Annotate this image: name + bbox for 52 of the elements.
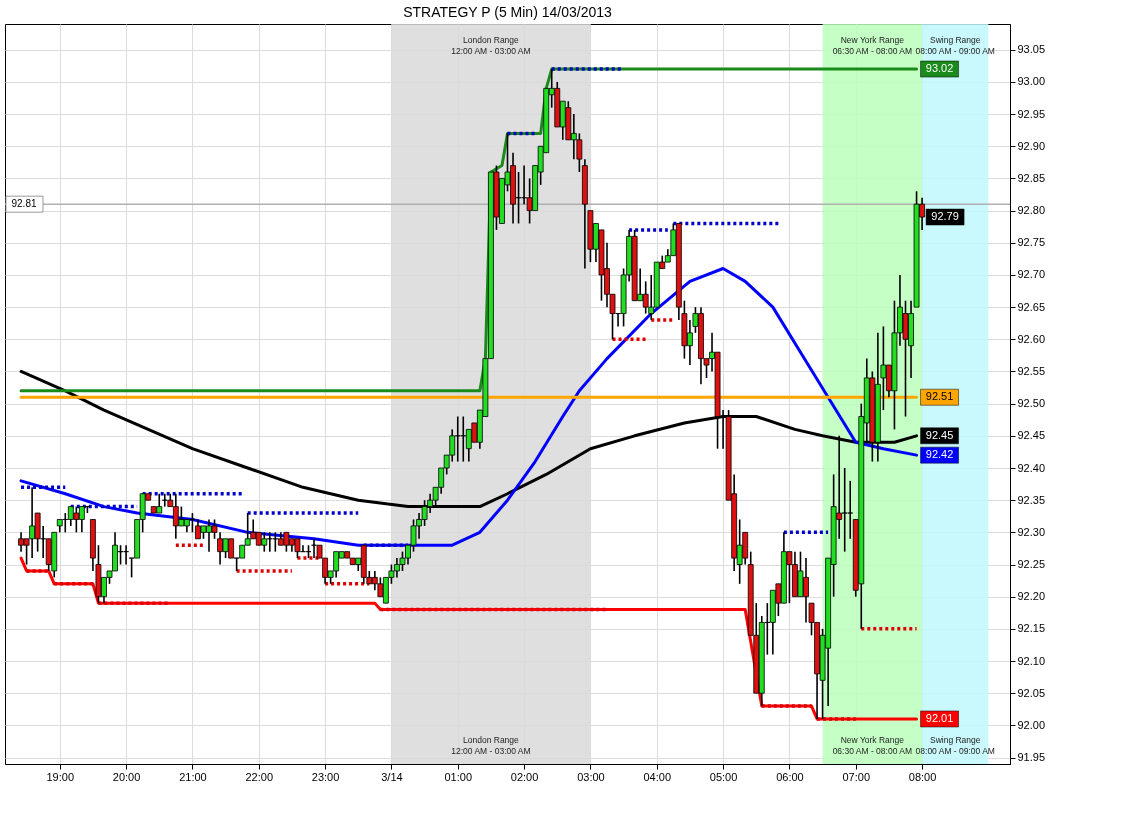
- y-tick-label: 92.75: [1017, 236, 1046, 249]
- band-label: New York Range 06:30 AM - 08:00 AM: [832, 735, 913, 756]
- annotation: 93.02: [925, 62, 954, 75]
- annotation: 92.01: [925, 711, 954, 724]
- y-tick-label: 92.30: [1017, 525, 1046, 538]
- x-tick-label: 06:00: [776, 770, 804, 783]
- y-tick-label: 92.10: [1017, 654, 1046, 667]
- text: London Range 12:00 AM - 03:00 AM: [451, 35, 531, 56]
- y-tick-label: 92.35: [1017, 493, 1046, 506]
- y-tick-label: 92.45: [1017, 429, 1046, 442]
- y-tick-label: 92.60: [1017, 332, 1046, 345]
- x-tick-label: 02:00: [510, 770, 539, 783]
- y-tick-label: 92.95: [1017, 107, 1046, 120]
- x-tick-label: 01:00: [444, 770, 473, 783]
- x-tick-label: 07:00: [842, 770, 871, 783]
- x-tick-label: 08:00: [908, 770, 937, 783]
- annotation: 92.42: [925, 448, 954, 461]
- x-tick-label: 23:00: [311, 770, 340, 783]
- y-tick-label: 92.00: [1017, 718, 1046, 731]
- x-tick-label: 21:00: [179, 770, 207, 783]
- y-tick-label: 92.25: [1017, 558, 1046, 571]
- annotation: 92.79: [931, 210, 959, 223]
- x-tick-label: 3/14: [381, 770, 403, 783]
- y-tick-label: 92.65: [1017, 300, 1046, 313]
- x-tick-label: 05:00: [709, 770, 738, 783]
- chart-title: STRATEGY P (5 Min) 14/03/2013: [403, 4, 612, 20]
- ref-line-label: 92.81: [11, 198, 37, 210]
- y-tick-label: 92.50: [1017, 397, 1046, 410]
- y-tick-label: 92.15: [1017, 622, 1046, 635]
- y-tick-label: 92.05: [1017, 686, 1046, 699]
- y-tick-label: 92.90: [1017, 139, 1046, 152]
- y-tick-label: 92.80: [1017, 204, 1046, 217]
- y-tick-label: 92.40: [1017, 461, 1046, 474]
- y-tick-label: 91.95: [1017, 751, 1046, 764]
- line-series: [19, 267, 919, 547]
- y-tick-label: 92.55: [1017, 364, 1046, 377]
- y-tick-label: 92.85: [1017, 171, 1046, 184]
- y-tick-label: 92.20: [1017, 590, 1046, 603]
- x-tick-label: 04:00: [643, 770, 672, 783]
- text: Swing Range 08:00 AM - 09:00 AM: [915, 735, 995, 756]
- band-label: London Range 12:00 AM - 03:00 AM: [451, 735, 531, 756]
- text: New York Range 06:30 AM - 08:00 AM: [832, 35, 913, 56]
- annotation: 92.45: [925, 428, 954, 441]
- x-tick-label: 19:00: [46, 770, 75, 783]
- x-tick-label: 20:00: [112, 770, 141, 783]
- x-tick-label: 22:00: [245, 770, 274, 783]
- y-tick-label: 93.00: [1017, 75, 1046, 88]
- annotation: 92.51: [925, 390, 954, 403]
- band-label: Swing Range 08:00 AM - 09:00 AM: [915, 35, 995, 56]
- x-tick-label: 03:00: [577, 770, 605, 783]
- y-tick-label: 92.70: [1017, 268, 1046, 281]
- y-tick-label: 93.05: [1017, 43, 1046, 56]
